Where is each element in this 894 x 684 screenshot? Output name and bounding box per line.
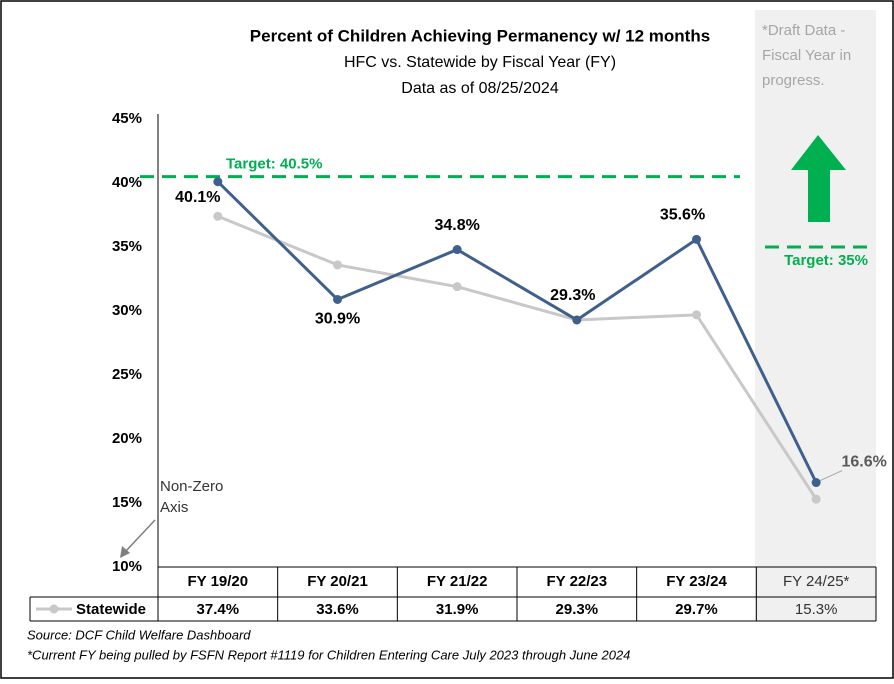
data-label: 16.6% (841, 454, 886, 471)
chart-subtitle: HFC vs. Statewide by Fiscal Year (FY) (344, 54, 616, 71)
x-tick-label: FY 22/23 (547, 573, 608, 590)
table-cell: 31.9% (436, 601, 479, 618)
data-label: 29.3% (550, 287, 595, 304)
point (452, 282, 462, 292)
draft-shade (755, 10, 876, 621)
point (213, 177, 223, 187)
point (692, 310, 701, 320)
data-label: 40.1% (175, 189, 220, 206)
data-label: 30.9% (315, 311, 360, 328)
target-label: Target: 40.5% (226, 156, 322, 173)
series-line (217, 214, 818, 500)
legend-swatch (49, 604, 59, 614)
data-label: 35.6% (660, 207, 705, 224)
y-tick-label: 25% (112, 366, 142, 383)
draft-note: progress. (762, 72, 825, 89)
target-label: Target: 35% (784, 252, 868, 269)
x-tick-label: FY 19/20 (188, 573, 249, 590)
source: Source: DCF Child Welfare Dashboard (27, 627, 251, 642)
table-cell: 29.7% (675, 601, 718, 618)
y-tick-label: 15% (112, 494, 142, 511)
point (213, 211, 223, 221)
x-tick-label: FY 21/22 (427, 573, 488, 590)
table-cell: 29.3% (556, 601, 599, 618)
table-cell: 15.3% (795, 601, 838, 618)
point (572, 315, 582, 325)
x-tick-label: FY 20/21 (307, 573, 368, 590)
footnote: *Current FY being pulled by FSFN Report … (27, 647, 630, 662)
point (811, 478, 821, 488)
y-tick-label: 30% (112, 302, 142, 319)
data-label: 34.8% (434, 217, 479, 234)
leader-line (819, 470, 843, 481)
axis-note-arrowhead (120, 546, 130, 558)
axis-note: Axis (160, 499, 188, 516)
chart-title: Percent of Children Achieving Permanency… (250, 26, 710, 45)
chart-subtitle: Data as of 08/25/2024 (401, 80, 559, 97)
point (811, 494, 821, 504)
x-tick-label: FY 24/25* (783, 573, 850, 590)
series-line (216, 180, 818, 484)
table-cell: 33.6% (316, 601, 359, 618)
x-tick-label: FY 23/24 (666, 573, 727, 590)
axis-note-arrow (124, 519, 156, 553)
legend-label: Statewide (76, 601, 146, 618)
point (692, 234, 701, 244)
point (333, 294, 342, 304)
y-tick-label: 45% (112, 110, 142, 127)
up-arrow (791, 135, 846, 222)
y-tick-label: 20% (112, 430, 142, 447)
point (452, 245, 462, 255)
draft-note: *Draft Data - (762, 22, 845, 39)
y-tick-label: 10% (112, 558, 142, 575)
table-cell: 37.4% (197, 601, 240, 618)
y-tick-label: 40% (112, 174, 142, 191)
point (333, 260, 342, 270)
y-tick-label: 35% (112, 238, 142, 255)
axis-note: Non-Zero (160, 478, 223, 495)
draft-note: Fiscal Year in (762, 47, 851, 64)
